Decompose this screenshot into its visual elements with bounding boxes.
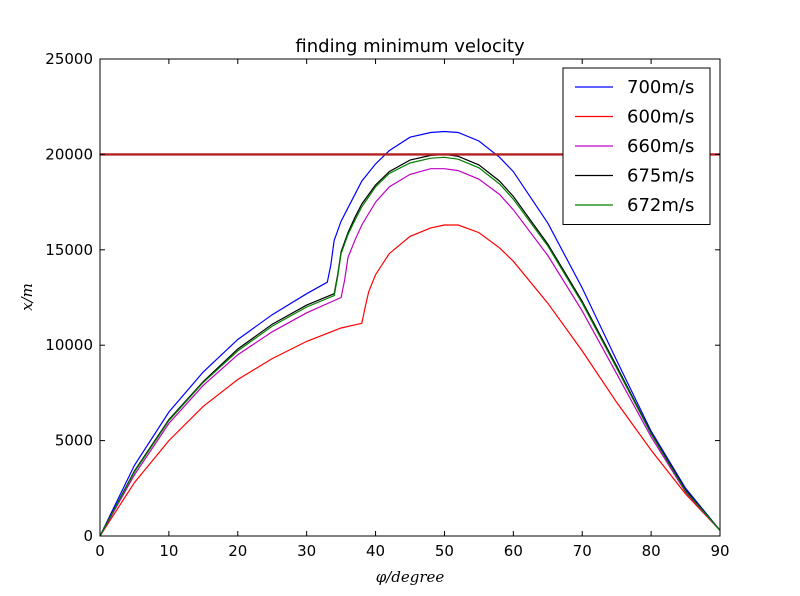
y-tick-label: 20000 [45,145,93,163]
x-tick-label: 10 [159,542,178,560]
y-tick-label: 5000 [55,432,93,450]
x-tick-label: 70 [573,542,592,560]
series-line-600m/s [100,224,720,536]
x-tick-label: 80 [642,542,661,560]
x-tick-label: 40 [366,542,385,560]
legend-label: 675m/s [627,166,694,187]
legend-label: 600m/s [627,107,694,128]
x-tick-label: 20 [228,542,247,560]
plot-frame [99,58,721,537]
x-tick-label: 90 [710,542,729,560]
legend-label: 700m/s [627,77,694,98]
chart-title: finding minimum velocity [295,36,525,57]
x-tick-label: 30 [297,542,316,560]
legend-label: 672m/s [627,195,694,216]
y-tick-label: 10000 [45,336,93,354]
y-tick-label: 25000 [45,50,93,68]
series-line-675m/s [100,153,720,536]
legend-label: 660m/s [627,136,694,157]
x-tick-label: 0 [95,542,105,560]
y-tick-label: 0 [83,527,93,545]
series-line-660m/s [100,168,720,536]
x-axis-label: φ/degree [376,568,445,586]
x-tick-label: 60 [504,542,523,560]
series-line-672m/s [100,156,720,536]
x-tick-label: 50 [435,542,454,560]
series-line-700m/s [100,130,720,536]
y-tick-label: 15000 [45,241,93,259]
y-axis-label: x/m [18,283,36,311]
